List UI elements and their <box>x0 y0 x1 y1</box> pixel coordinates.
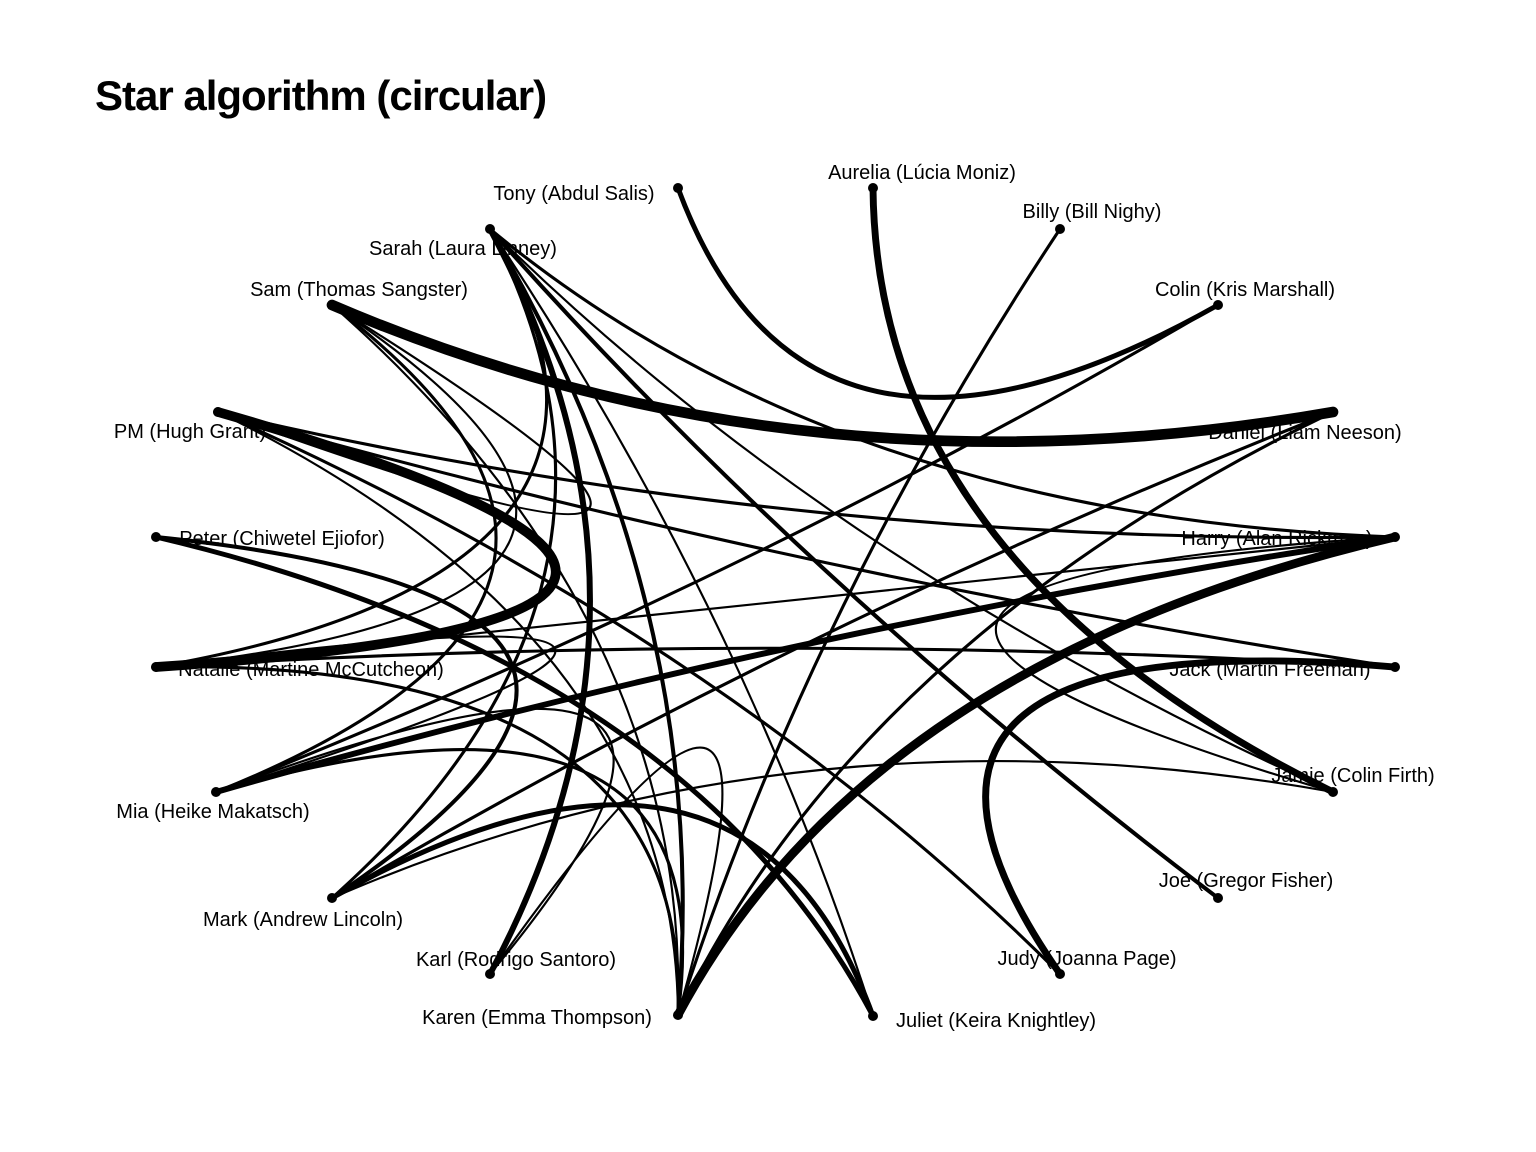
edge-natalie-jack <box>154 646 1397 669</box>
node-label-joe: Joe (Gregor Fisher) <box>1159 870 1334 892</box>
node-dot-aurelia <box>868 183 878 193</box>
node-dot-karl <box>485 969 495 979</box>
edge-pm-natalie <box>151 407 561 672</box>
edge-sam-mia <box>214 303 498 794</box>
node-label-karl: Karl (Rodrigo Santoro) <box>416 949 616 971</box>
edge-sarah-joe <box>487 226 1221 901</box>
node-label-daniel: Daniel (Liam Neeson) <box>1208 422 1401 444</box>
node-label-harry: Harry (Alan Rickman) <box>1181 528 1372 550</box>
edge-sam-karen <box>330 303 680 1017</box>
node-label-pm: PM (Hugh Grant) <box>114 421 266 443</box>
edge-sam-daniel <box>326 299 1339 447</box>
node-sam: Sam (Thomas Sangster) <box>250 279 468 310</box>
node-dot-tony <box>673 183 683 193</box>
edge-pm-karen <box>216 410 680 1017</box>
edge-layer <box>151 184 1400 1020</box>
node-sarah: Sarah (Laura Linney) <box>369 224 557 260</box>
node-juliet: Juliet (Keira Knightley) <box>868 1010 1096 1032</box>
node-karl: Karl (Rodrigo Santoro) <box>416 949 616 979</box>
edge-sam-pm <box>216 303 592 516</box>
edge-pm-jack <box>216 410 1397 669</box>
diagram-title: Star algorithm (circular) <box>95 72 547 119</box>
node-label-mia: Mia (Heike Makatsch) <box>116 801 309 823</box>
node-dot-jack <box>1390 662 1400 672</box>
node-dot-joe <box>1213 893 1223 903</box>
node-judy: Judy (Joanna Page) <box>997 948 1177 979</box>
node-dot-sam <box>327 300 337 310</box>
edge-sarah-jamie <box>488 227 1335 794</box>
edge-harry-karen <box>673 532 1400 1020</box>
node-karen: Karen (Emma Thompson) <box>422 1007 683 1029</box>
node-pm: PM (Hugh Grant) <box>114 407 266 443</box>
edge-daniel-karen <box>676 410 1335 1017</box>
node-colin: Colin (Kris Marshall) <box>1155 279 1335 310</box>
edge-tony-colin <box>675 185 1221 400</box>
edge-sarah-harry <box>488 227 1397 539</box>
node-dot-daniel <box>1328 407 1338 417</box>
node-dot-jamie <box>1328 787 1338 797</box>
node-label-judy: Judy (Joanna Page) <box>997 948 1176 970</box>
node-label-karen: Karen (Emma Thompson) <box>422 1007 652 1029</box>
node-joe: Joe (Gregor Fisher) <box>1159 870 1334 903</box>
edge-mia-karen <box>214 748 684 1017</box>
edge-pm-harry <box>216 410 1397 540</box>
edge-peter-juliet <box>153 534 876 1019</box>
node-dot-pm <box>213 407 223 417</box>
edge-natalie-harry <box>154 535 1397 669</box>
node-label-billy: Billy (Bill Nighy) <box>1023 201 1162 223</box>
node-dot-sarah <box>485 224 495 234</box>
edge-sarah-mark <box>330 227 558 900</box>
edge-harry-jamie <box>994 535 1397 794</box>
node-daniel: Daniel (Liam Neeson) <box>1208 407 1402 444</box>
node-label-jamie: Jamie (Colin Firth) <box>1271 765 1434 787</box>
node-label-aurelia: Aurelia (Lúcia Moniz) <box>828 162 1016 184</box>
node-dot-billy <box>1055 224 1065 234</box>
node-dot-natalie <box>151 662 161 672</box>
node-billy: Billy (Bill Nighy) <box>1023 201 1162 234</box>
node-aurelia: Aurelia (Lúcia Moniz) <box>828 162 1016 193</box>
node-label-mark: Mark (Andrew Lincoln) <box>203 909 403 931</box>
edge-mark-jamie <box>330 760 1335 900</box>
edge-mark-juliet <box>329 802 876 1019</box>
edge-daniel-mark <box>330 410 1335 900</box>
node-natalie: Natalie (Martine McCutcheon) <box>151 659 444 681</box>
node-jack: Jack (Martin Freeman) <box>1169 659 1400 681</box>
node-label-natalie: Natalie (Martine McCutcheon) <box>178 659 444 681</box>
node-mark: Mark (Andrew Lincoln) <box>203 893 403 931</box>
edge-pm-judy <box>216 410 1062 976</box>
node-dot-karen <box>673 1010 683 1020</box>
edge-mia-harry <box>213 534 1398 795</box>
node-dot-mia <box>211 787 221 797</box>
edge-sarah-juliet <box>488 227 875 1018</box>
node-label-peter: Peter (Chiwetel Ejiofor) <box>179 528 385 550</box>
edge-jack-judy <box>982 657 1399 978</box>
edge-mark-peter <box>153 534 519 901</box>
node-jamie: Jamie (Colin Firth) <box>1271 765 1435 797</box>
node-label-sarah: Sarah (Laura Linney) <box>369 238 557 260</box>
node-layer: Aurelia (Lúcia Moniz) Billy (Bill Nighy) C… <box>114 162 1435 1032</box>
node-dot-judy <box>1055 969 1065 979</box>
node-dot-harry <box>1390 532 1400 542</box>
node-mia: Mia (Heike Makatsch) <box>116 787 310 823</box>
node-dot-juliet <box>868 1011 878 1021</box>
edge-karl-karen <box>488 746 724 1017</box>
edge-billy-karen <box>676 227 1062 1017</box>
node-label-jack: Jack (Martin Freeman) <box>1169 659 1370 681</box>
node-dot-mark <box>327 893 337 903</box>
node-dot-colin <box>1213 300 1223 310</box>
node-label-colin: Colin (Kris Marshall) <box>1155 279 1335 301</box>
node-label-sam: Sam (Thomas Sangster) <box>250 279 468 301</box>
node-peter: Peter (Chiwetel Ejiofor) <box>151 528 385 550</box>
node-label-tony: Tony (Abdul Salis) <box>493 183 654 205</box>
edge-sarah-natalie <box>154 227 549 669</box>
node-harry: Harry (Alan Rickman) <box>1181 528 1400 550</box>
node-label-juliet: Juliet (Keira Knightley) <box>896 1010 1096 1032</box>
node-dot-peter <box>151 532 161 542</box>
edge-sam-natalie <box>154 303 518 669</box>
node-tony: Tony (Abdul Salis) <box>493 183 683 205</box>
edge-colin-mia <box>214 303 1220 794</box>
